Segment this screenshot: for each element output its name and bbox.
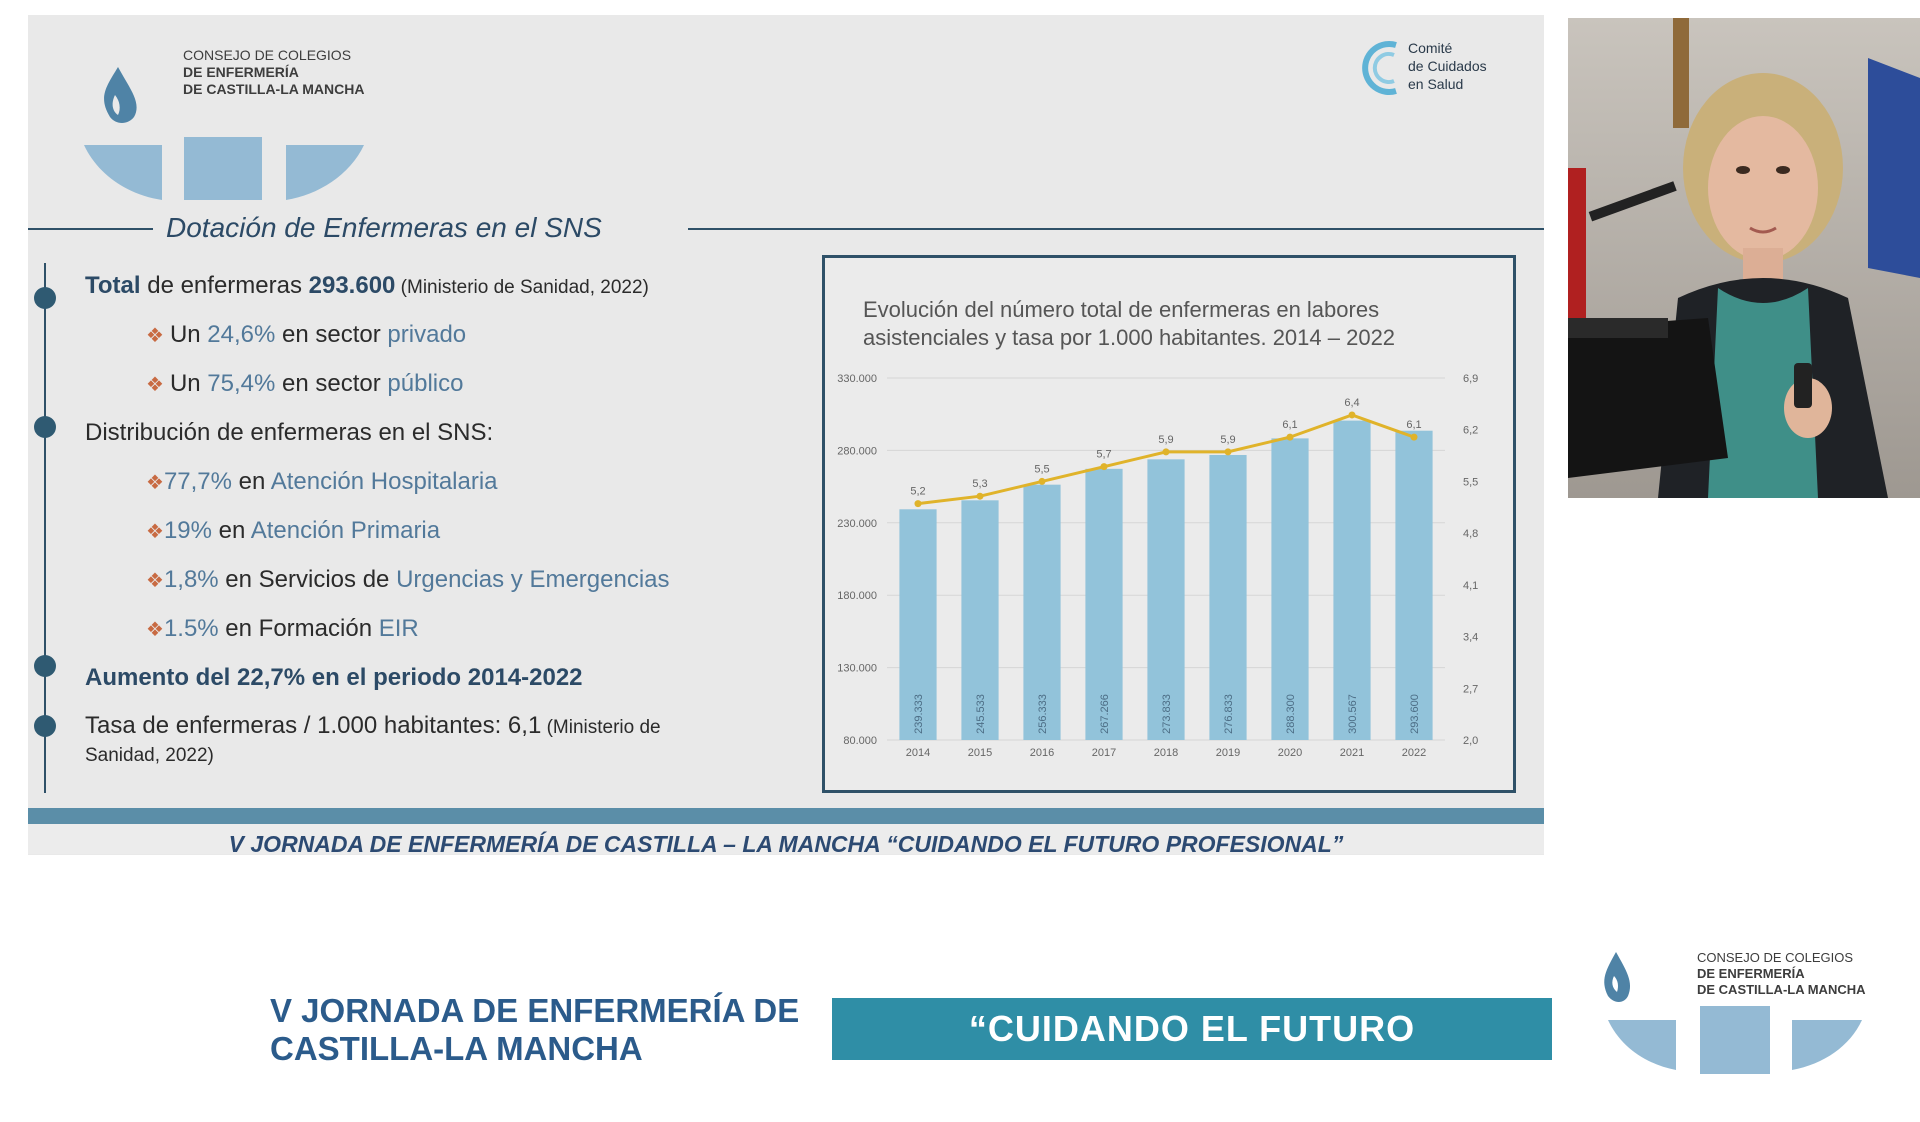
bullet-primaria: ❖19% en Atención Primaria [146,517,441,544]
timeline-dot [34,715,56,737]
rate-value-label: 6,1 [1282,419,1297,431]
consejo-logo-bottom [1604,952,1862,1074]
diamond-bullet-icon: ❖ [146,374,164,396]
x-tick-label: 2016 [1030,747,1054,759]
timeline-line [44,263,46,793]
event-slogan-banner: “CUIDANDO EL FUTURO PROFESIONAL” [832,998,1552,1111]
x-tick-label: 2019 [1216,747,1240,759]
rate-value-label: 5,2 [910,486,925,498]
rate-value-label: 5,9 [1158,434,1173,446]
comite-name: Comité de Cuidados en Salud [1408,40,1487,92]
y-tick-label: 230.000 [837,518,877,530]
chart-title: Evolución del número total de enfermeras… [863,297,1396,350]
rate-point [1348,411,1356,419]
bar-value-label: 245.533 [975,694,987,734]
x-tick-label: 2020 [1278,747,1302,759]
y-tick-label: 280.000 [837,445,877,457]
comite-logo-icon [1362,41,1397,95]
timeline-dot [34,287,56,309]
y2-tick-label: 6,9 [1463,373,1478,385]
rate-value-label: 5,5 [1034,463,1049,475]
chart-bar [1395,430,1433,740]
y-tick-label: 180.000 [837,590,877,602]
diamond-bullet-icon: ❖ [146,570,164,592]
rate-value-label: 6,1 [1406,419,1421,431]
bullet-aumento: Aumento del 22,7% en el periodo 2014-202… [85,664,583,691]
rate-point [1410,433,1418,441]
timeline-dot [34,416,56,438]
timeline-dot [34,655,56,677]
bullet-distribucion: Distribución de enfermeras en el SNS: [85,419,494,446]
rate-value-label: 6,4 [1344,397,1359,409]
consejo-name: CONSEJO DE COLEGIOS DE ENFERMERÍA DE CAS… [183,47,365,97]
rate-point [1162,448,1170,456]
x-tick-label: 2018 [1154,747,1178,759]
bar-value-label: 267.266 [1099,694,1111,734]
diamond-bullet-icon: ❖ [146,521,164,543]
y-tick-label: 130.000 [837,663,877,675]
x-tick-label: 2014 [906,747,930,759]
chart-bar [1271,438,1309,740]
chart-bar [1023,484,1061,740]
y-tick-label: 80.000 [843,735,877,747]
rate-value-label: 5,3 [972,478,987,490]
y2-tick-label: 2,0 [1463,735,1478,747]
slide-footer-text: V JORNADA DE ENFERMERÍA DE CASTILLA – LA… [28,824,1544,857]
bullet-hospitalaria: ❖77,7% en Atención Hospitalaria [146,468,498,495]
x-tick-label: 2015 [968,747,992,759]
chart-bar [1085,468,1123,740]
chart-bar [1147,459,1185,740]
y-tick-label: 330.000 [837,373,877,385]
rate-point [1038,477,1046,485]
y2-tick-label: 6,2 [1463,425,1478,437]
x-tick-label: 2021 [1340,747,1364,759]
chart-bar [961,500,999,740]
y2-tick-label: 4,8 [1463,528,1478,540]
bullet-privado: ❖ Un 24,6% en sector privado [146,321,467,348]
rate-point [914,500,922,508]
x-tick-label: 2017 [1092,747,1116,759]
x-tick-label: 2022 [1402,747,1426,759]
bar-value-label: 300.567 [1347,694,1359,734]
speaker-video [1568,18,1920,498]
y2-tick-label: 2,7 [1463,683,1478,695]
rate-point [976,492,984,500]
rate-point [1286,433,1294,441]
bar-value-label: 288.300 [1285,694,1297,734]
bar-value-label: 273.833 [1161,694,1173,734]
diamond-bullet-icon: ❖ [146,325,164,347]
bullet-publico: ❖ Un 75,4% en sector público [146,370,464,397]
y2-tick-label: 3,4 [1463,632,1478,644]
bar-value-label: 239.333 [913,694,925,734]
title-rule-right [688,228,1544,230]
consejo-name-bottom: CONSEJO DE COLEGIOS DE ENFERMERÍA DE CAS… [1697,950,1866,997]
bullet-eir: ❖1.5% en Formación EIR [146,615,419,642]
rate-value-label: 5,7 [1096,449,1111,461]
event-title: V JORNADA DE ENFERMERÍA DE CASTILLA-LA M… [270,992,800,1067]
chart-bar [1209,454,1247,740]
chart-bar [1333,420,1371,740]
bullet-urgencias: ❖1,8% en Servicios de Urgencias y Emerge… [146,566,670,593]
speaker-image [1568,18,1920,498]
y2-tick-label: 4,1 [1463,580,1478,592]
rate-point [1100,463,1108,471]
rate-value-label: 5,9 [1220,434,1235,446]
diamond-bullet-icon: ❖ [146,472,164,494]
bullet-total: Total de enfermeras 293.600 (Ministerio … [85,272,649,299]
consejo-logo [84,67,364,200]
slide-title: Dotación de Enfermeras en el SNS [166,212,602,243]
bullet-tasa: Tasa de enfermeras / 1.000 habitantes: 6… [85,712,661,767]
bar-value-label: 276.833 [1223,694,1235,734]
rate-point [1224,448,1232,456]
chart-plot: 80.000 130.000 180.000 230.000 280.000 330.00… [837,373,1478,759]
chart-panel: Evolución del número total de enfermeras… [822,255,1516,793]
chart-bar [899,509,937,740]
title-rule-left [28,228,153,230]
bar-value-label: 293.600 [1409,694,1421,734]
y2-tick-label: 5,5 [1463,476,1478,488]
bar-value-label: 256.333 [1037,694,1049,734]
slide-footer-band [28,808,1544,824]
diamond-bullet-icon: ❖ [146,619,164,641]
